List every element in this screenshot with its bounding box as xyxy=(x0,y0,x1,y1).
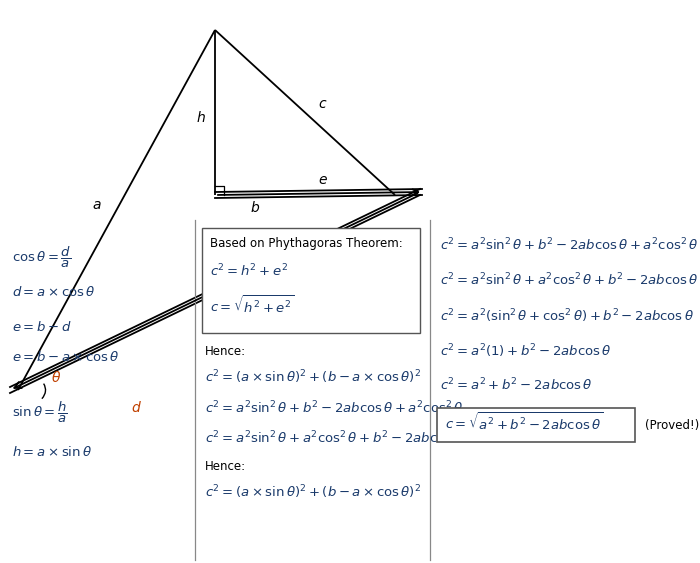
Text: $e$: $e$ xyxy=(318,172,328,186)
Text: $c^2 = a^2(\sin^2\theta + \cos^2\theta) + b^2 - 2ab\cos\theta$: $c^2 = a^2(\sin^2\theta + \cos^2\theta) … xyxy=(440,307,694,325)
Text: $c^2 = a^2\sin^2\theta + a^2\cos^2\theta + b^2 - 2ab\cos\theta$: $c^2 = a^2\sin^2\theta + a^2\cos^2\theta… xyxy=(205,430,463,446)
Text: $b$: $b$ xyxy=(250,200,260,216)
Text: (Proved!): (Proved!) xyxy=(645,418,699,431)
Text: $\theta$: $\theta$ xyxy=(51,370,61,386)
Text: $c^2 = h^2 + e^2$: $c^2 = h^2 + e^2$ xyxy=(210,263,288,280)
Text: Hence:: Hence: xyxy=(205,345,246,358)
Text: $c = \sqrt{a^2 + b^2 - 2ab\cos\theta}$: $c = \sqrt{a^2 + b^2 - 2ab\cos\theta}$ xyxy=(445,412,603,434)
Text: $e = b - a \times \cos\theta$: $e = b - a \times \cos\theta$ xyxy=(12,350,120,364)
Text: $c^2 = (a \times \sin\theta)^2 + (b - a \times \cos\theta)^2$: $c^2 = (a \times \sin\theta)^2 + (b - a … xyxy=(205,368,421,386)
Text: $c^2 = a^2\sin^2\theta + b^2 - 2ab\cos\theta + a^2\cos^2\theta$: $c^2 = a^2\sin^2\theta + b^2 - 2ab\cos\t… xyxy=(205,400,463,417)
Text: $d$: $d$ xyxy=(131,400,142,414)
Text: $c^2 = (a \times \sin\theta)^2 + (b - a \times \cos\theta)^2$: $c^2 = (a \times \sin\theta)^2 + (b - a … xyxy=(205,483,421,501)
Text: $a$: $a$ xyxy=(92,198,102,212)
Text: $c^2 = a^2(1) + b^2 - 2ab\cos\theta$: $c^2 = a^2(1) + b^2 - 2ab\cos\theta$ xyxy=(440,342,612,360)
Text: $\cos\theta = \dfrac{d}{a}$: $\cos\theta = \dfrac{d}{a}$ xyxy=(12,245,71,270)
Text: $c = \sqrt{h^2 + e^2}$: $c = \sqrt{h^2 + e^2}$ xyxy=(210,295,294,316)
Text: Hence:: Hence: xyxy=(205,460,246,473)
Text: $h = a \times \sin\theta$: $h = a \times \sin\theta$ xyxy=(12,445,92,459)
Text: $e = b - d$: $e = b - d$ xyxy=(12,320,71,334)
Text: $d = a \times \cos\theta$: $d = a \times \cos\theta$ xyxy=(12,285,95,299)
Text: Based on Phythagoras Theorem:: Based on Phythagoras Theorem: xyxy=(210,237,402,250)
Text: $\sin\theta = \dfrac{h}{a}$: $\sin\theta = \dfrac{h}{a}$ xyxy=(12,400,68,425)
Text: $c^2 = a^2\sin^2\theta + a^2\cos^2\theta + b^2 - 2ab\cos\theta$: $c^2 = a^2\sin^2\theta + a^2\cos^2\theta… xyxy=(440,272,699,289)
Text: $c^2 = a^2 + b^2 - 2ab\cos\theta$: $c^2 = a^2 + b^2 - 2ab\cos\theta$ xyxy=(440,377,593,394)
Bar xyxy=(437,408,635,442)
Text: $c^2 = a^2\sin^2\theta + b^2 - 2ab\cos\theta + a^2\cos^2\theta$: $c^2 = a^2\sin^2\theta + b^2 - 2ab\cos\t… xyxy=(440,237,699,253)
Text: $h$: $h$ xyxy=(196,110,206,125)
Text: $c$: $c$ xyxy=(318,97,328,111)
Bar xyxy=(202,228,420,333)
